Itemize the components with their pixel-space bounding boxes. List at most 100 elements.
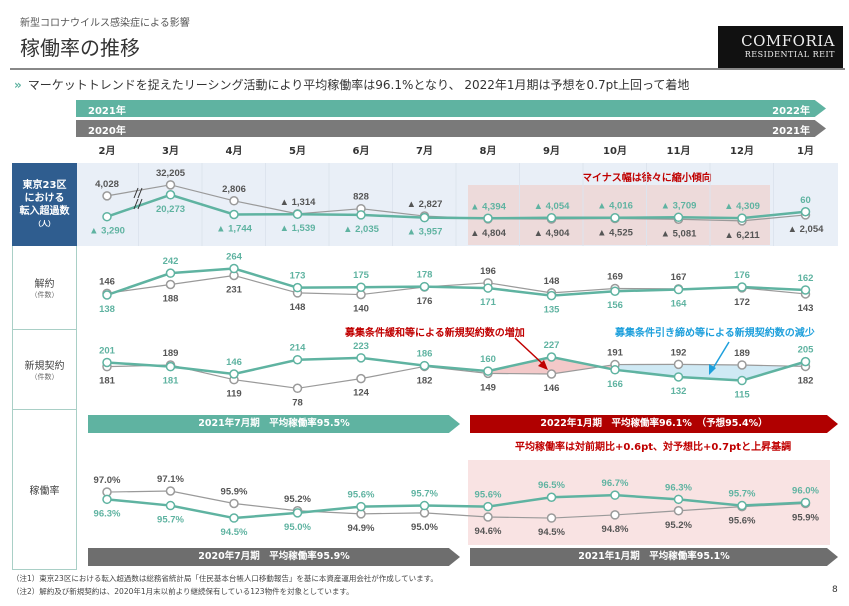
rate-data-label: 95.0% <box>411 522 438 533</box>
new-data-label: 191 <box>607 348 624 359</box>
rate-data-label: 94.6% <box>475 526 502 537</box>
row-label-line: における <box>24 192 65 204</box>
tokyo-data-label: ▲ 4,804 <box>470 228 507 239</box>
new-point <box>292 354 303 365</box>
rate-point <box>483 501 493 512</box>
rate-data-label: 95.7% <box>729 489 756 500</box>
row-label-line: 稼働率 <box>29 486 60 497</box>
tokyo-point <box>165 190 176 200</box>
lead-text: » マーケットトレンドを捉えたリーシング活動により平均稼働率は96.1%となり、 … <box>14 76 689 93</box>
tokyo-data-label: ▲ 4,016 <box>597 201 633 212</box>
rate-data-label: 95.6% <box>475 490 502 501</box>
rate-data-label: 95.9% <box>221 486 248 497</box>
new-data-label: 166 <box>607 379 623 390</box>
new-data-label: 160 <box>480 354 496 365</box>
rate-data-label: 94.5% <box>538 527 565 538</box>
chevron-icon: » <box>14 78 22 92</box>
tokyo-point <box>419 212 430 223</box>
cancel-data-label: 242 <box>163 256 179 267</box>
new-point <box>102 357 112 368</box>
cancel-data-label: 264 <box>226 252 243 263</box>
tokyo-data-label: ▲ 4,309 <box>724 201 760 212</box>
row-label-unit: （人） <box>34 219 55 228</box>
month-label: 10月 <box>603 146 627 157</box>
month-label: 2月 <box>98 146 116 157</box>
rate-data-label: 96.5% <box>538 480 565 491</box>
lead-label: マーケットトレンドを捉えたリーシング活動により平均稼働率は96.1%となり、 2… <box>27 78 690 92</box>
year-bar-current: 2021年 2022年 <box>76 100 826 117</box>
cancel-data-label: 143 <box>798 303 814 314</box>
tokyo-point <box>546 213 557 223</box>
row-label-unit: （件数） <box>30 291 59 299</box>
cancel-data-label: 176 <box>417 296 433 307</box>
cancel-data-label: 156 <box>607 300 623 311</box>
row-label-unit: （件数） <box>30 373 59 381</box>
rate-data-label: 95.6% <box>348 490 375 501</box>
month-label: 9月 <box>543 146 560 157</box>
decrease-arrow-head <box>709 364 716 375</box>
rate-line-prior <box>106 490 806 519</box>
year-end: 2022年 <box>772 106 810 117</box>
rate-data-label: 97.1% <box>157 474 184 485</box>
new-up-annotation: 募集条件緩和等による新規契約数の増加 <box>345 328 525 339</box>
rate-data-label: 94.8% <box>602 524 629 535</box>
tokyo-point <box>229 196 239 206</box>
rate-data-label: 96.7% <box>602 478 629 489</box>
rate-point <box>419 500 430 511</box>
cancel-point <box>356 282 366 292</box>
cancel-point <box>800 285 811 295</box>
rate-point <box>165 486 176 496</box>
new-data-label: 182 <box>798 375 814 386</box>
tokyo-line-current <box>106 193 806 220</box>
rate-point <box>292 508 303 518</box>
new-data-label: 149 <box>480 382 496 393</box>
tokyo-data-label: 60 <box>800 195 811 206</box>
rate-data-label: 97.0% <box>94 475 121 486</box>
tokyo-data-label: ▲ 4,904 <box>534 228 571 239</box>
tokyo-data-label: 32,205 <box>156 168 186 179</box>
rate-line-current <box>106 493 806 520</box>
cancel-point <box>102 290 112 300</box>
rate-data-label: 94.5% <box>221 527 248 538</box>
tokyo-data-label: ▲ 4,054 <box>534 201 571 212</box>
new-data-label: 132 <box>671 386 687 397</box>
rate-point <box>546 492 557 502</box>
tokyo-highlight <box>468 185 770 245</box>
rate-point <box>356 501 366 512</box>
tokyo-data-label: ▲ 6,211 <box>724 230 760 241</box>
cancel-data-label: 231 <box>226 284 243 295</box>
decrease-arrow <box>711 341 730 371</box>
tokyo-data-label: ▲ 5,081 <box>661 228 698 239</box>
tokyo-data-label: ▲ 1,539 <box>280 223 316 234</box>
cancel-data-label: 167 <box>671 272 687 283</box>
new-point <box>229 369 239 379</box>
rate-point <box>229 498 239 509</box>
row-label-line: 転入超過数 <box>19 205 70 217</box>
rate-data-label: 95.7% <box>411 489 438 500</box>
tokyo-data-label: ▲ 1,744 <box>216 223 253 234</box>
row-label-line: 新規契約 <box>24 361 65 372</box>
month-label: 1月 <box>797 146 814 157</box>
footnote: （注2）解約及び新規契約は、2020年1月末以前より継続保有している123物件を… <box>12 587 354 596</box>
row-label-tokyo: 東京23区 における 転入超過数 （人） <box>12 163 77 246</box>
axis-break-icon <box>133 198 139 210</box>
cancel-data-label: 176 <box>734 270 750 281</box>
rate-data-label: 95.9% <box>792 512 819 523</box>
year-end: 2021年 <box>772 126 810 137</box>
new-point <box>737 360 747 370</box>
tokyo-point <box>229 209 239 220</box>
month-label: 3月 <box>162 146 179 157</box>
new-data-label: 119 <box>226 389 241 400</box>
footnote: （注1）東京23区における転入超過数は総務省統計局「住民基本台帳人口移動報告」を… <box>12 574 438 583</box>
cancel-data-label: 178 <box>417 270 433 281</box>
year-bar-prior: 2020年 2021年 <box>76 120 826 137</box>
month-label: 8月 <box>479 146 497 157</box>
month-label: 11月 <box>666 146 691 157</box>
month-label: 7月 <box>416 146 433 157</box>
tokyo-data-label: ▲ 3,709 <box>661 200 697 211</box>
tokyo-point <box>165 180 176 190</box>
cancel-data-label: 169 <box>607 271 623 282</box>
month-label: 6月 <box>352 146 370 157</box>
